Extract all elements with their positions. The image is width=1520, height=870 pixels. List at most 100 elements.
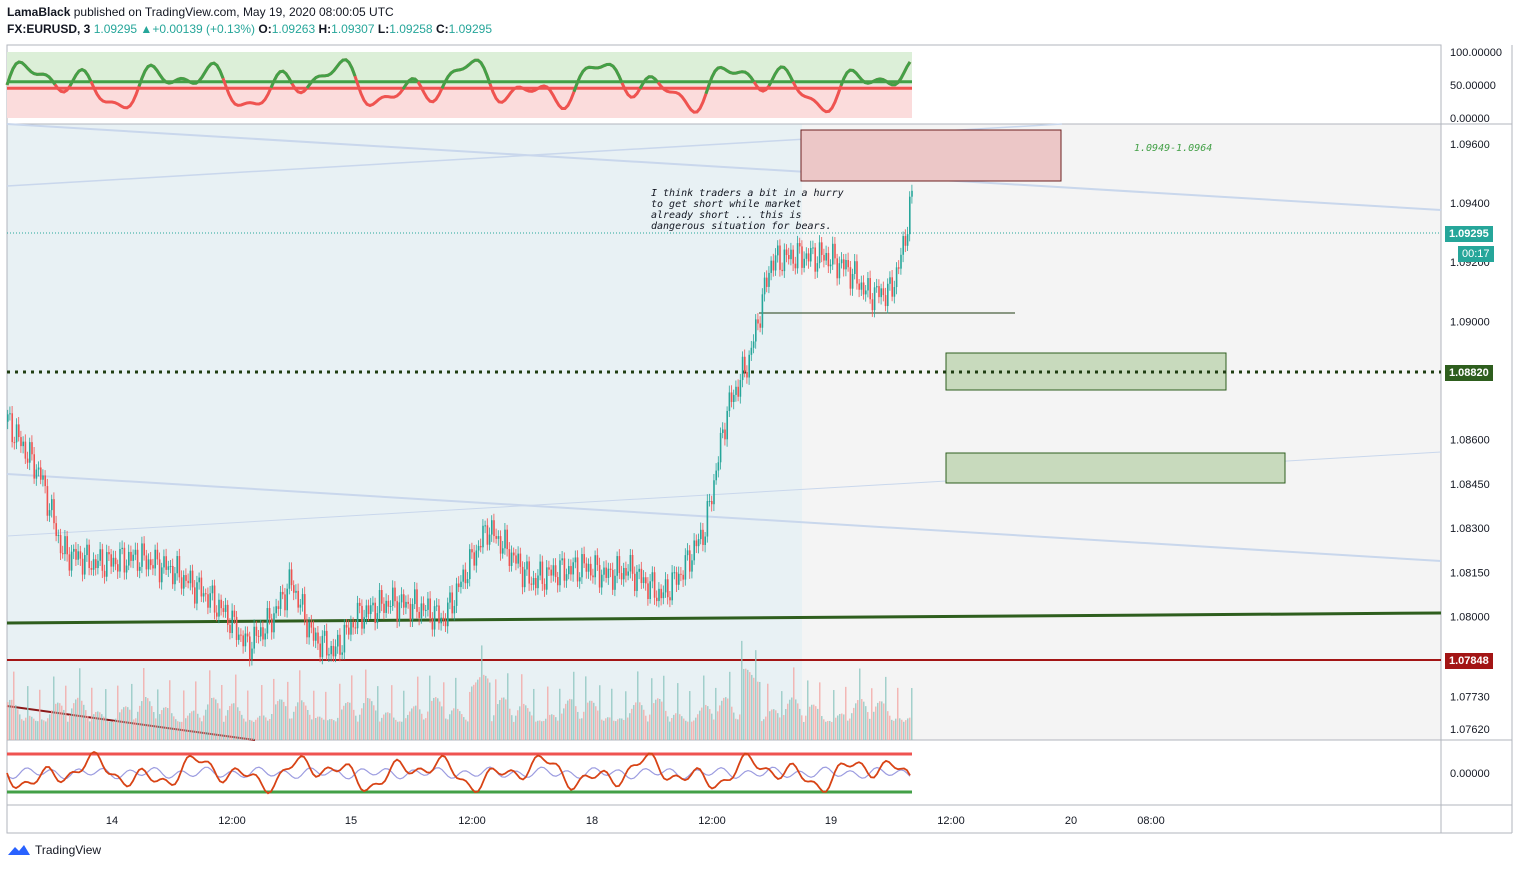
author-name[interactable]: LamaBlack <box>7 5 71 19</box>
volume-bar <box>411 708 413 740</box>
volume-bar <box>117 685 119 740</box>
volume-bar <box>307 709 309 740</box>
volume-bar <box>385 712 387 740</box>
volume-bar <box>199 717 201 740</box>
candle-body <box>766 277 768 287</box>
candle-body <box>286 588 288 611</box>
volume-bar <box>701 707 703 740</box>
countdown-label: 00:17 <box>1458 246 1494 262</box>
volume-bar <box>287 681 289 740</box>
candle-body <box>165 556 167 570</box>
candle-body <box>290 569 293 586</box>
volume-bar <box>169 680 171 740</box>
volume-bar <box>21 719 23 740</box>
volume-bar <box>695 717 697 740</box>
volume-bar <box>89 721 91 740</box>
volume-bar <box>617 719 619 740</box>
candle-body <box>141 543 143 567</box>
volume-bar <box>871 688 873 740</box>
candle-body <box>719 432 722 463</box>
volume-bar <box>17 709 19 740</box>
candle-body <box>906 234 909 246</box>
volume-bar <box>233 703 235 740</box>
volume-bar <box>355 715 357 740</box>
time-tick-label: 14 <box>106 815 118 827</box>
candle-body <box>724 429 726 440</box>
candle-body <box>834 243 836 259</box>
volume-bar <box>75 699 77 740</box>
candle-body <box>59 534 62 554</box>
volume-bar <box>755 650 757 740</box>
candle-body <box>200 577 203 597</box>
low-value: 1.09258 <box>389 22 433 36</box>
candle-body <box>684 555 687 580</box>
volume-bar <box>881 701 883 740</box>
candle-body <box>587 563 590 572</box>
candle-body <box>554 565 557 578</box>
volume-bar <box>675 713 677 740</box>
volume-bar <box>153 712 155 740</box>
volume-bar <box>277 701 279 740</box>
volume-bar <box>567 700 569 740</box>
candle-body <box>416 589 418 612</box>
volume-bar <box>187 715 189 740</box>
candle-body <box>101 549 104 571</box>
candle-body <box>451 592 453 614</box>
volume-bar <box>533 688 535 740</box>
volume-bar <box>155 718 157 740</box>
volume-bar <box>193 710 195 740</box>
chart-note[interactable]: I think traders a bit in a hurry to get … <box>651 188 891 232</box>
volume-bar <box>77 697 79 740</box>
volume-bar <box>139 705 141 740</box>
candle-body <box>788 255 790 260</box>
volume-bar <box>649 714 651 740</box>
volume-bar <box>817 708 819 740</box>
volume-bar <box>777 713 779 740</box>
candle-body <box>304 594 306 621</box>
candle-body <box>814 247 816 272</box>
red-level-label: 1.07848 <box>1445 653 1493 669</box>
volume-bar <box>505 699 507 740</box>
volume-bar <box>589 700 591 740</box>
candle-body <box>649 581 651 600</box>
volume-bar <box>503 697 505 740</box>
symbol-name[interactable]: FX:EURUSD, 3 <box>7 22 91 36</box>
candle-body <box>882 288 885 296</box>
candle-body <box>163 556 165 568</box>
volume-bar <box>763 719 765 740</box>
volume-bar <box>909 717 911 740</box>
volume-bar <box>127 707 129 740</box>
candle-body <box>865 290 867 295</box>
volume-bar <box>811 704 813 740</box>
volume-bar <box>723 697 725 740</box>
candle-body <box>827 252 830 267</box>
volume-bar <box>79 668 81 740</box>
volume-bar <box>259 715 261 740</box>
candle-body <box>438 605 440 624</box>
volume-bar <box>87 715 89 740</box>
volume-bar <box>779 717 781 740</box>
volume-bar <box>575 706 577 740</box>
candle-body <box>442 617 445 621</box>
volume-bar <box>335 721 337 740</box>
candle-body <box>321 635 324 658</box>
brand-logo[interactable]: TradingView <box>7 843 101 857</box>
candle-body <box>695 540 698 547</box>
candle-body <box>209 593 211 608</box>
volume-bar <box>521 674 523 740</box>
candle-body <box>755 319 757 342</box>
volume-bar <box>807 680 809 740</box>
candle-body <box>326 630 328 656</box>
candle-body <box>803 258 805 268</box>
volume-bar <box>667 716 669 740</box>
volume-bar <box>787 703 789 740</box>
candle-body <box>183 575 185 589</box>
volume-bar <box>803 721 805 740</box>
candle-body <box>686 550 689 556</box>
candle-body <box>367 605 370 615</box>
volume-bar <box>181 721 183 740</box>
candle-body <box>306 620 308 638</box>
candle-body <box>491 520 493 535</box>
volume-bar <box>879 701 881 740</box>
